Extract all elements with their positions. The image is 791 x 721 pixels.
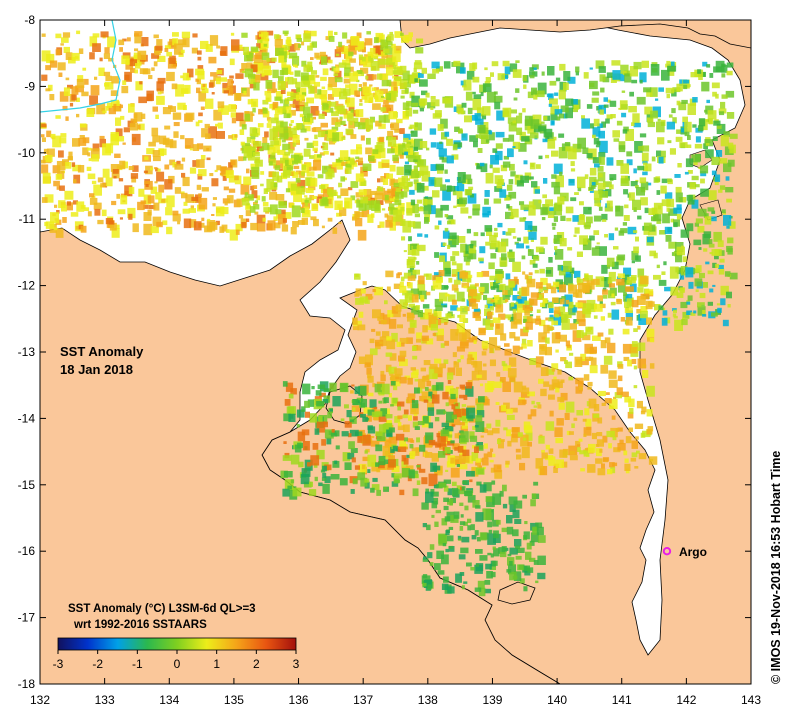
legend-tick-labels: -3 -2 -1 0 1 2 3 — [53, 650, 300, 671]
x-tick-label: 133 — [95, 693, 115, 707]
y-tick-label: -15 — [18, 478, 36, 492]
x-tick-label: 134 — [159, 693, 179, 707]
x-tick-label: 143 — [741, 693, 761, 707]
x-tick-label: 139 — [482, 693, 502, 707]
land-new-guinea — [399, 20, 751, 49]
y-axis-ticks: -8-9-10-11-12-13-14-15-16-17-18 — [18, 13, 751, 691]
y-tick-label: -17 — [18, 611, 36, 625]
legend-title-line1: SST Anomaly (°C) L3SM-6d QL>=3 — [68, 603, 256, 615]
x-axis-ticks: 132 133 134 135 136 137 138 139 140 141 142 143 — [30, 20, 761, 707]
x-tick-label: 137 — [353, 693, 373, 707]
y-tick-label: -13 — [18, 345, 36, 359]
credit-text: © IMOS 19-Nov-2018 16:53 Hobart Time — [769, 451, 783, 684]
x-tick-label: 140 — [547, 693, 567, 707]
legend-tick-label: 2 — [253, 657, 260, 671]
x-tick-label: 136 — [289, 693, 309, 707]
y-tick-label: -18 — [18, 677, 36, 691]
x-tick-label: 132 — [30, 693, 50, 707]
legend-title-line2: wrt 1992-2016 SSTAARS — [73, 619, 207, 631]
argo-marker[interactable]: Argo — [662, 545, 707, 559]
legend-tick-label: 1 — [213, 657, 220, 671]
sst-anomaly-field — [40, 30, 738, 597]
land-arnhem — [40, 219, 561, 684]
x-tick-label: 138 — [418, 693, 438, 707]
legend-tick-label: -1 — [132, 657, 143, 671]
y-tick-label: -10 — [18, 146, 36, 160]
y-tick-label: -9 — [24, 79, 35, 93]
x-tick-label: 135 — [224, 693, 244, 707]
argo-marker-label: Argo — [679, 545, 707, 559]
map-title-line2: 18 Jan 2018 — [60, 362, 133, 377]
x-tick-label: 141 — [612, 693, 632, 707]
y-tick-label: -8 — [24, 13, 35, 27]
y-tick-label: -14 — [18, 411, 36, 425]
y-tick-label: -16 — [18, 544, 36, 558]
legend-tick-label: -2 — [92, 657, 103, 671]
y-tick-label: -12 — [18, 279, 36, 293]
x-tick-label: 142 — [676, 693, 696, 707]
color-legend: SST Anomaly (°C) L3SM-6d QL>=3 wrt 1992-… — [53, 603, 300, 671]
map-title-line1: SST Anomaly — [60, 344, 144, 359]
argo-marker-dot[interactable] — [662, 547, 672, 556]
legend-colorbar — [57, 637, 297, 651]
river-line — [40, 20, 121, 113]
legend-tick-label: -3 — [53, 657, 64, 671]
legend-tick-label: 3 — [293, 657, 300, 671]
y-tick-label: -11 — [19, 212, 36, 226]
legend-tick-label: 0 — [174, 657, 181, 671]
